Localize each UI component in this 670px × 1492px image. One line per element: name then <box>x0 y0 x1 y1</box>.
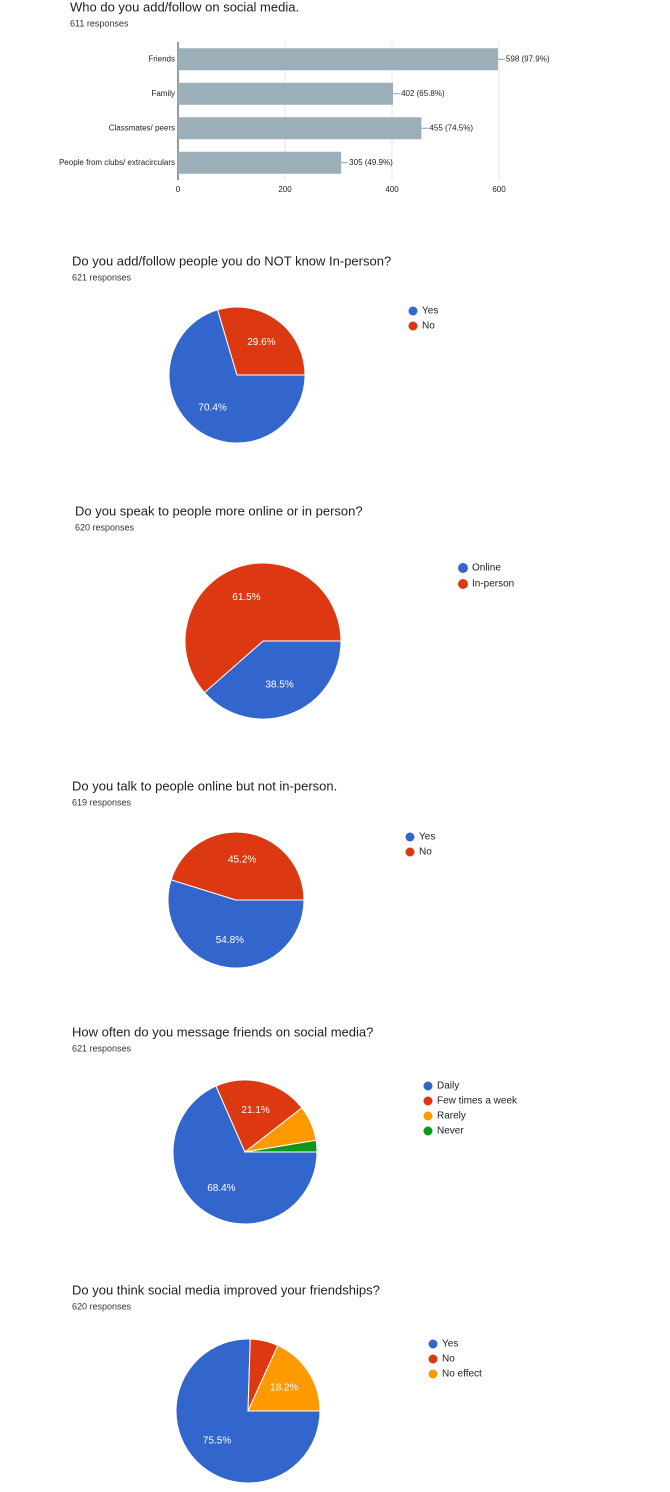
value-label: 305 (49.9%) <box>349 158 393 167</box>
chart-title: How often do you message friends on soci… <box>72 1024 373 1039</box>
y-tick-label: Classmates/ peers <box>109 123 175 132</box>
pie-slice <box>203 640 342 720</box>
slice-label: 61.5% <box>232 592 260 603</box>
legend-label: Rarely <box>437 1111 466 1122</box>
slice-label: 68.4% <box>207 1183 235 1194</box>
legend-swatch <box>428 1354 438 1364</box>
slice-label: 18.2% <box>270 1382 298 1393</box>
legend-swatch <box>408 306 418 316</box>
legend-swatch <box>408 321 418 331</box>
slice-label: 75.5% <box>203 1436 231 1447</box>
bar <box>178 117 422 140</box>
legend-label: In-person <box>472 579 514 590</box>
y-tick-label: People from clubs/ extracirculars <box>59 158 175 167</box>
chart-title: Do you talk to people online but not in-… <box>72 778 337 793</box>
pie-slice <box>167 879 305 969</box>
pie-slice <box>170 831 305 901</box>
value-label: 455 (74.5%) <box>429 123 473 132</box>
legend-swatch <box>423 1111 433 1121</box>
slice-label: 54.8% <box>216 935 244 946</box>
value-label: 402 (65.8%) <box>401 89 445 98</box>
legend-swatch <box>458 579 468 589</box>
legend-label: No <box>422 321 435 332</box>
x-tick-label: 200 <box>278 185 292 194</box>
legend-swatch <box>405 847 415 857</box>
legend-swatch <box>428 1339 438 1349</box>
chart-title: Do you speak to people more online or in… <box>75 503 363 518</box>
legend-label: No <box>442 1354 455 1365</box>
slice-label: 45.2% <box>228 854 256 865</box>
x-tick-label: 0 <box>176 185 181 194</box>
chart-subtitle: 620 responses <box>72 1301 132 1311</box>
pie-slice <box>184 562 342 694</box>
legend-swatch <box>423 1096 433 1106</box>
x-tick-label: 400 <box>385 185 399 194</box>
bar <box>178 48 498 71</box>
legend-label: Online <box>472 563 501 574</box>
bar <box>178 82 394 105</box>
y-tick-label: Family <box>151 89 175 98</box>
slice-label: 38.5% <box>265 679 293 690</box>
slice-label: 29.6% <box>247 337 275 348</box>
chart-title: Do you think social media improved your … <box>72 1282 380 1297</box>
slice-label: 21.1% <box>241 1105 269 1116</box>
chart-subtitle: 619 responses <box>72 797 132 807</box>
legend-label: No <box>419 847 432 858</box>
legend-label: Few times a week <box>437 1096 518 1107</box>
x-tick-label: 600 <box>492 185 506 194</box>
legend-label: Yes <box>442 1339 458 1350</box>
pie-slice <box>172 1085 318 1225</box>
slice-label: 70.4% <box>198 402 226 413</box>
pie-slice <box>216 306 306 376</box>
chart-subtitle: 621 responses <box>72 1043 132 1053</box>
chart-subtitle: 620 responses <box>75 522 135 532</box>
legend-swatch <box>458 563 468 573</box>
pie-slice <box>244 1139 318 1153</box>
bar <box>178 151 342 174</box>
legend-swatch <box>423 1081 433 1091</box>
legend-label: Yes <box>422 306 438 317</box>
legend-swatch <box>423 1126 433 1136</box>
chart-subtitle: 621 responses <box>72 272 132 282</box>
y-tick-label: Friends <box>148 54 175 63</box>
legend-label: No effect <box>442 1369 482 1380</box>
pie-slice <box>168 309 306 444</box>
pie-slice <box>247 1344 321 1412</box>
legend-swatch <box>428 1369 438 1379</box>
chart-title: Who do you add/follow on social media. <box>70 0 299 14</box>
legend-label: Never <box>437 1126 464 1137</box>
pie-slice <box>215 1079 303 1153</box>
legend-swatch <box>405 832 415 842</box>
value-label: 598 (97.9%) <box>506 54 550 63</box>
legend-label: Yes <box>419 832 435 843</box>
legend-label: Daily <box>437 1081 459 1092</box>
chart-subtitle: 611 responses <box>70 18 129 28</box>
chart-title: Do you add/follow people you do NOT know… <box>72 253 391 268</box>
